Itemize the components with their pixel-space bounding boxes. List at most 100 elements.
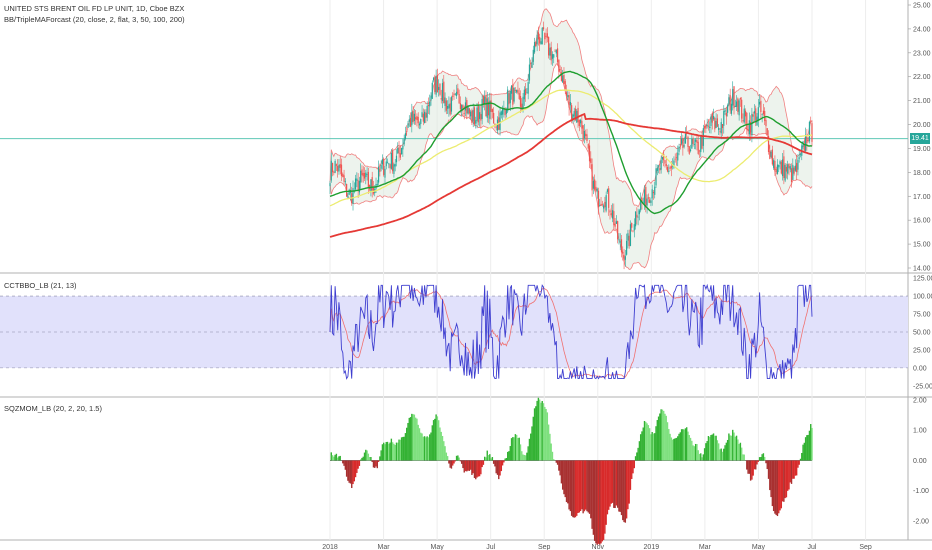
candle-body — [674, 158, 676, 160]
price-axis-label: 15.00 — [913, 242, 931, 249]
candle-body — [784, 164, 786, 181]
momentum-bar — [735, 435, 738, 461]
momentum-bar — [629, 460, 632, 490]
momentum-bar — [515, 434, 518, 461]
momentum-bar — [397, 442, 399, 461]
momentum-bar — [578, 460, 581, 513]
candle-body — [614, 223, 616, 227]
candle-body — [689, 149, 692, 152]
momentum-bar — [582, 460, 584, 514]
price-axis-label: 19.00 — [913, 146, 931, 153]
candle-body — [810, 120, 812, 122]
candle-body — [771, 149, 773, 165]
candle-body — [680, 138, 683, 144]
candle-body — [627, 233, 629, 241]
candle-body — [591, 164, 593, 191]
candle-body — [794, 165, 796, 171]
candle-body — [665, 163, 667, 167]
momentum-bar — [702, 454, 705, 461]
momentum-bar — [738, 443, 740, 461]
candle-body — [430, 95, 432, 101]
momentum-bar — [606, 460, 609, 515]
candle-body — [595, 186, 597, 191]
momentum-bar — [778, 460, 780, 514]
oscillator-axis-label: 50.00 — [913, 329, 931, 336]
momentum-bar — [740, 447, 743, 461]
momentum-bar — [698, 453, 701, 461]
momentum-bar — [730, 435, 733, 461]
momentum-bar — [706, 441, 708, 461]
momentum-bar — [627, 460, 629, 510]
momentum-bar — [726, 439, 729, 461]
momentum-bar — [549, 433, 551, 461]
momentum-bar — [423, 436, 426, 461]
candle-body — [693, 144, 695, 145]
momentum-bar — [546, 412, 549, 461]
candle-body — [481, 99, 483, 119]
candle-body — [572, 114, 574, 119]
momentum-bar — [696, 444, 698, 461]
candle-body — [789, 166, 791, 170]
momentum-bar — [400, 437, 403, 461]
candle-body — [545, 35, 547, 37]
momentum-bar — [783, 460, 785, 502]
price-pane — [0, 8, 908, 270]
candle-body — [462, 105, 464, 110]
candle-body — [329, 183, 331, 187]
candle-body — [715, 120, 717, 128]
momentum-bar — [547, 424, 550, 461]
candle-body — [562, 75, 564, 83]
candle-body — [677, 152, 679, 161]
candle-body — [377, 167, 380, 183]
momentum-bar — [462, 460, 464, 469]
momentum-bar — [743, 454, 745, 461]
candle-body — [508, 93, 510, 105]
momentum-bar — [343, 460, 345, 466]
candle-body — [549, 47, 551, 56]
candle-body — [776, 164, 779, 174]
momentum-bar — [723, 448, 725, 461]
momentum-bar — [480, 460, 482, 475]
candle-body — [473, 107, 476, 124]
candle-body — [389, 164, 391, 169]
candle-body — [424, 111, 426, 123]
momentum-bar — [763, 456, 766, 461]
candle-body — [551, 54, 554, 59]
candle-body — [586, 134, 588, 142]
candle-body — [767, 135, 770, 152]
momentum-bar — [518, 437, 520, 461]
momentum-bar — [485, 457, 487, 461]
time-axis-label: May — [430, 544, 444, 550]
momentum-bar — [541, 400, 543, 461]
candle-body — [732, 89, 734, 106]
momentum-bar — [636, 452, 638, 461]
candle-body — [730, 103, 733, 114]
candle-body — [654, 186, 656, 195]
momentum-bar — [811, 427, 813, 461]
momentum-axis-label: -1.00 — [913, 488, 929, 495]
momentum-bar — [605, 460, 607, 525]
momentum-bar — [600, 460, 602, 544]
momentum-bar — [590, 460, 592, 519]
candle-body — [431, 82, 433, 99]
candle-body — [535, 41, 537, 47]
momentum-bar — [678, 433, 680, 461]
candle-body — [536, 34, 538, 45]
momentum-bar — [407, 422, 409, 461]
momentum-bar — [393, 443, 395, 461]
momentum-bar — [639, 434, 642, 461]
momentum-bar — [473, 460, 476, 478]
momentum-bar — [784, 460, 786, 499]
momentum-bar — [494, 460, 496, 467]
momentum-bar — [803, 442, 806, 461]
candle-body — [619, 241, 621, 243]
momentum-bar — [434, 418, 436, 461]
candle-body — [548, 36, 550, 56]
momentum-bar — [471, 460, 473, 475]
candle-body — [792, 164, 794, 180]
candle-body — [411, 112, 413, 126]
momentum-bar — [565, 460, 568, 503]
price-axis-label: 16.00 — [913, 218, 931, 225]
candle-body — [501, 107, 504, 115]
